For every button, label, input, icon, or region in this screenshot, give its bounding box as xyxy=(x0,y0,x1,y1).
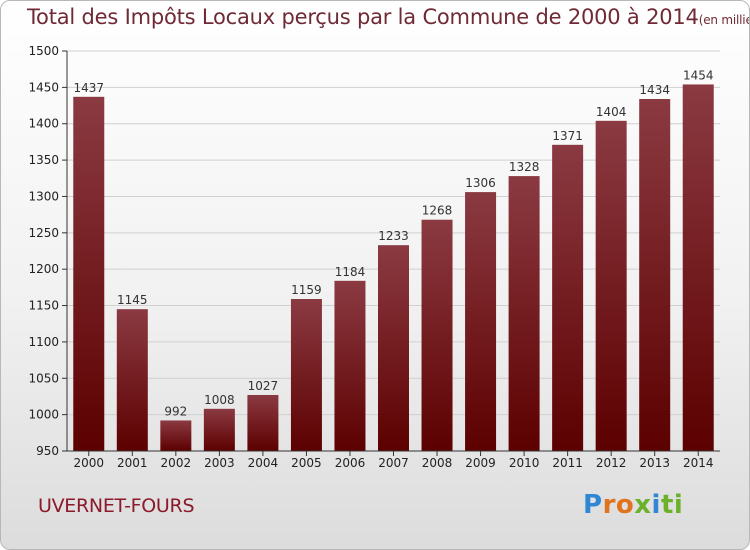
x-tick-label: 2013 xyxy=(639,456,670,470)
x-tick-label: 2010 xyxy=(509,456,540,470)
bar-2014 xyxy=(682,84,714,452)
data-label: 1371 xyxy=(552,129,583,143)
commune-name: UVERNET-FOURS xyxy=(38,495,195,517)
x-tick-label: 2007 xyxy=(378,456,409,470)
y-tick-label: 950 xyxy=(36,444,59,458)
x-tick-label: 2012 xyxy=(596,456,627,470)
data-labels: 1437 1145 992 1008 1027 1159 1184 1233 1268 1306 1… xyxy=(73,68,713,418)
data-label: 1027 xyxy=(248,379,279,393)
data-label: 1306 xyxy=(465,176,496,190)
y-tick-label: 1100 xyxy=(28,335,59,349)
bar-2011 xyxy=(552,144,584,451)
y-tick-label: 1200 xyxy=(28,262,59,276)
logo-letter: x xyxy=(634,490,652,520)
bar-2010 xyxy=(508,176,540,451)
y-tick-label: 1400 xyxy=(28,117,59,131)
x-tick-label: 2002 xyxy=(161,456,192,470)
y-tick-label: 1500 xyxy=(28,44,59,58)
logo-letter: i xyxy=(651,490,661,520)
data-label: 1159 xyxy=(291,283,322,297)
x-tick-label: 2005 xyxy=(291,456,322,470)
logo-letter: P xyxy=(583,490,603,520)
x-tick-label: 2009 xyxy=(465,456,496,470)
data-label: 1184 xyxy=(335,265,366,279)
x-tick-label: 2000 xyxy=(73,456,104,470)
bar-2005 xyxy=(290,299,322,451)
y-tick-label: 1450 xyxy=(28,80,59,94)
x-tick-label: 2011 xyxy=(552,456,583,470)
bar-2008 xyxy=(421,219,453,451)
data-label: 1437 xyxy=(73,81,104,95)
chart-title: Total des Impôts Locaux perçus par la Co… xyxy=(27,5,749,29)
logo-letter: ti xyxy=(660,490,684,520)
data-label: 1145 xyxy=(117,293,148,307)
x-tick-label: 2004 xyxy=(248,456,279,470)
bars xyxy=(73,84,714,452)
bar-2009 xyxy=(465,192,497,451)
data-label: 1404 xyxy=(596,105,627,119)
x-tick-label: 2006 xyxy=(335,456,366,470)
bar-2013 xyxy=(639,99,671,451)
bar-2002 xyxy=(160,420,192,451)
y-tick-label: 1350 xyxy=(28,153,59,167)
data-label: 1008 xyxy=(204,393,235,407)
bar-2000 xyxy=(73,96,105,452)
data-label: 1233 xyxy=(378,229,409,243)
x-tick-label: 2014 xyxy=(683,456,714,470)
chart-title-unit: (en milliers d'€) xyxy=(698,13,749,27)
x-tick-label: 2008 xyxy=(422,456,453,470)
x-tick-label: 2003 xyxy=(204,456,235,470)
bar-2004 xyxy=(247,395,279,451)
y-tick-label: 1150 xyxy=(28,299,59,313)
bar-2007 xyxy=(378,245,409,451)
data-label: 1268 xyxy=(422,204,453,218)
data-label: 992 xyxy=(164,404,187,418)
logo-letter: r xyxy=(602,490,616,520)
x-tick-label: 2001 xyxy=(117,456,148,470)
y-tick-label: 1250 xyxy=(28,226,59,240)
bar-2003 xyxy=(203,408,235,451)
chart-title-text: Total des Impôts Locaux perçus par la Co… xyxy=(27,5,699,29)
y-tick-label: 1000 xyxy=(28,408,59,422)
bar-2006 xyxy=(334,280,366,451)
y-tick-label: 1300 xyxy=(28,189,59,203)
bar-2012 xyxy=(595,120,627,452)
data-label: 1328 xyxy=(509,160,540,174)
axes: 950 1000 1050 1100 1150 1200 1250 1300 1350 1400 1… xyxy=(28,44,720,470)
logo-letter: o xyxy=(615,490,635,520)
y-tick-label: 1050 xyxy=(28,371,59,385)
data-label: 1434 xyxy=(639,83,670,97)
proxiti-logo[interactable]: Proxiti xyxy=(583,490,683,520)
bar-2001 xyxy=(116,309,148,451)
data-label: 1454 xyxy=(683,68,714,82)
